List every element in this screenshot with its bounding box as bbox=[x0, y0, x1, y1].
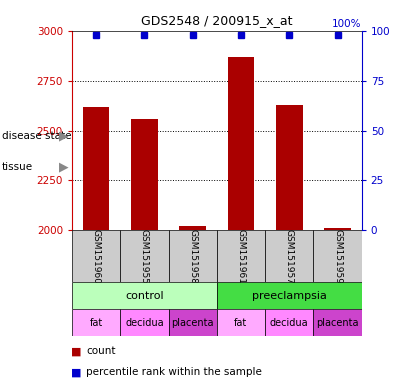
Text: ■: ■ bbox=[71, 346, 81, 356]
Bar bbox=[72, 309, 120, 336]
Bar bbox=[120, 230, 169, 282]
Text: disease state: disease state bbox=[2, 131, 72, 141]
Text: placenta: placenta bbox=[316, 318, 359, 328]
Text: GSM151959: GSM151959 bbox=[333, 229, 342, 284]
Text: GSM151957: GSM151957 bbox=[285, 229, 294, 284]
Text: placenta: placenta bbox=[171, 318, 214, 328]
Bar bbox=[314, 230, 362, 282]
Bar bbox=[217, 309, 265, 336]
Text: 100%: 100% bbox=[332, 19, 362, 29]
Text: ■: ■ bbox=[71, 367, 81, 377]
Text: GSM151955: GSM151955 bbox=[140, 229, 149, 284]
Bar bbox=[314, 309, 362, 336]
Bar bbox=[169, 230, 217, 282]
Bar bbox=[276, 104, 302, 230]
Bar bbox=[217, 230, 265, 282]
Text: GSM151960: GSM151960 bbox=[92, 229, 101, 284]
Bar bbox=[265, 309, 314, 336]
Text: tissue: tissue bbox=[2, 162, 33, 172]
Text: preeclampsia: preeclampsia bbox=[252, 291, 327, 301]
Text: percentile rank within the sample: percentile rank within the sample bbox=[86, 367, 262, 377]
Text: decidua: decidua bbox=[125, 318, 164, 328]
Bar bbox=[265, 230, 314, 282]
Bar bbox=[179, 227, 206, 230]
Text: fat: fat bbox=[234, 318, 247, 328]
Bar bbox=[217, 282, 362, 309]
Bar bbox=[169, 309, 217, 336]
Text: fat: fat bbox=[90, 318, 103, 328]
Text: control: control bbox=[125, 291, 164, 301]
Text: count: count bbox=[86, 346, 116, 356]
Text: GSM151961: GSM151961 bbox=[236, 229, 245, 284]
Bar bbox=[228, 57, 254, 230]
Text: ▶: ▶ bbox=[59, 130, 69, 143]
Text: GSM151958: GSM151958 bbox=[188, 229, 197, 284]
Title: GDS2548 / 200915_x_at: GDS2548 / 200915_x_at bbox=[141, 14, 293, 27]
Text: ▶: ▶ bbox=[59, 161, 69, 174]
Bar bbox=[83, 107, 109, 230]
Bar bbox=[72, 230, 120, 282]
Bar bbox=[131, 119, 158, 230]
Text: decidua: decidua bbox=[270, 318, 309, 328]
Bar bbox=[72, 282, 217, 309]
Bar bbox=[324, 228, 351, 230]
Bar bbox=[120, 309, 169, 336]
